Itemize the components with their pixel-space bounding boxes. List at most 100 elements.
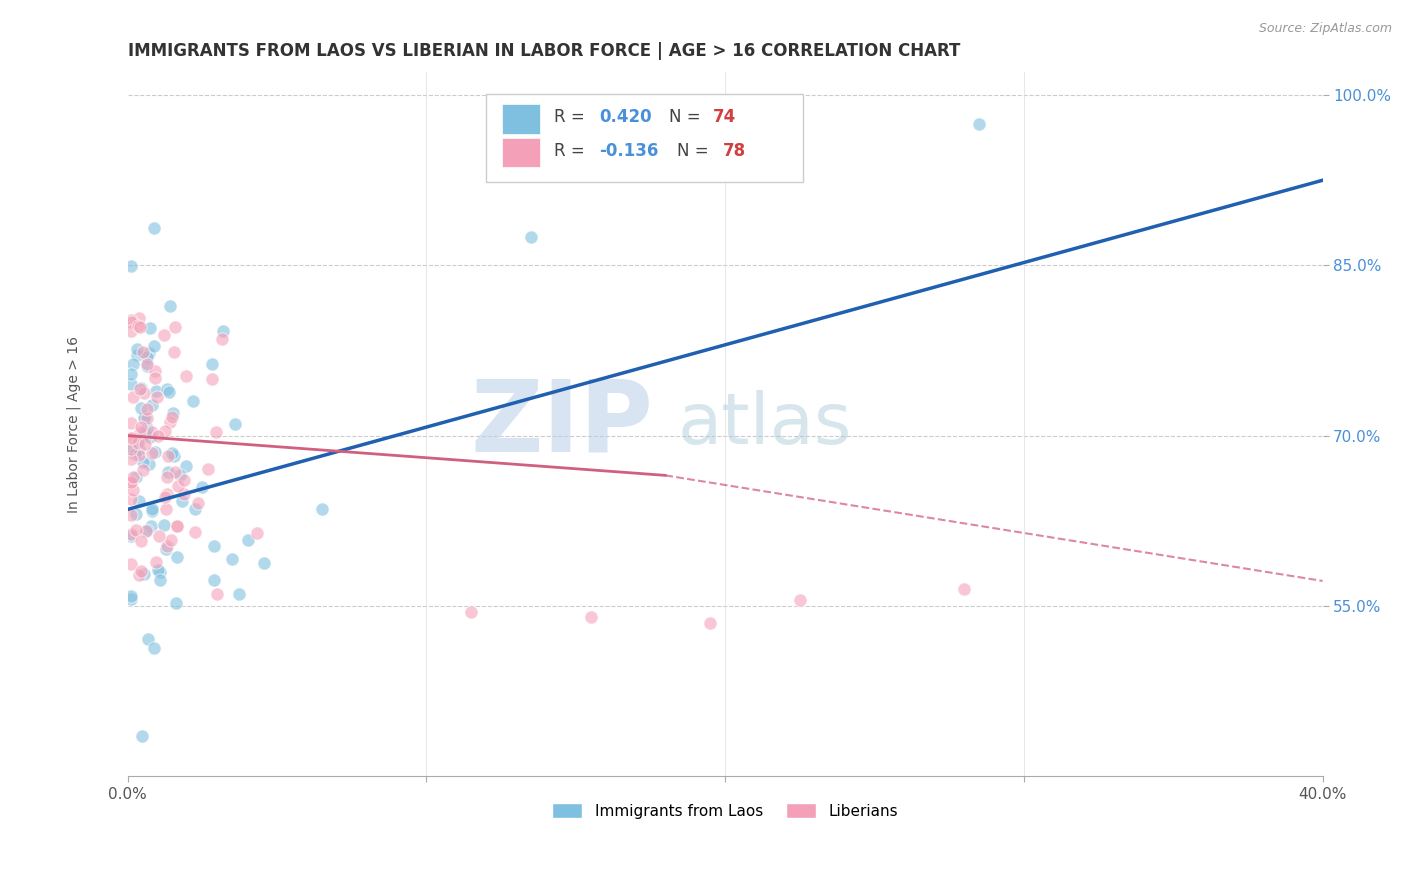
Point [197, 462, 219, 476]
Point [120, 416, 142, 430]
Point [143, 370, 166, 384]
Point [135, 524, 157, 538]
Point [120, 508, 142, 522]
Point [173, 473, 195, 487]
Point [134, 409, 156, 424]
Point [121, 483, 143, 497]
Text: IMMIGRANTS FROM LAOS VS LIBERIAN IN LABOR FORCE | AGE > 16 CORRELATION CHART: IMMIGRANTS FROM LAOS VS LIBERIAN IN LABO… [128, 42, 960, 60]
Point [520, 230, 543, 244]
Point [138, 345, 160, 359]
Point [146, 391, 169, 405]
Point [166, 549, 188, 564]
Point [183, 524, 205, 539]
Point [153, 424, 176, 438]
Point [122, 390, 145, 404]
Point [125, 523, 148, 537]
Point [120, 475, 142, 489]
Point [157, 384, 180, 399]
Point [212, 324, 235, 338]
Point [120, 527, 142, 541]
Point [125, 507, 148, 521]
Point [132, 425, 155, 440]
Point [187, 496, 209, 510]
Point [143, 364, 166, 378]
Point [135, 421, 157, 435]
Point [149, 565, 172, 579]
Point [967, 116, 990, 130]
Text: atlas: atlas [678, 390, 852, 458]
Point [148, 429, 170, 443]
Point [202, 573, 225, 587]
Point [122, 431, 145, 445]
Point [135, 350, 157, 364]
Point [149, 574, 172, 588]
Point [143, 444, 166, 458]
Point [157, 465, 180, 479]
Point [236, 533, 259, 547]
Point [120, 492, 142, 507]
Point [166, 518, 188, 533]
Text: 78: 78 [723, 142, 745, 160]
Point [579, 610, 602, 624]
Point [128, 494, 150, 508]
Text: ZIP: ZIP [471, 376, 654, 473]
Point [159, 299, 181, 313]
Point [205, 425, 228, 439]
Point [191, 480, 214, 494]
Point [120, 442, 142, 456]
Point [136, 359, 159, 373]
Point [156, 382, 179, 396]
Point [131, 730, 153, 744]
Point [155, 490, 177, 504]
Point [128, 311, 150, 326]
Point [141, 425, 163, 440]
Point [163, 466, 186, 480]
FancyBboxPatch shape [502, 104, 540, 134]
FancyBboxPatch shape [502, 138, 540, 168]
Point [143, 220, 166, 235]
Point [120, 260, 142, 274]
Point [145, 555, 167, 569]
Legend: Immigrants from Laos, Liberians: Immigrants from Laos, Liberians [546, 797, 904, 825]
Text: R =: R = [554, 142, 591, 160]
Point [184, 502, 207, 516]
Point [125, 348, 148, 362]
Point [205, 587, 228, 601]
Point [170, 493, 193, 508]
Point [152, 518, 174, 533]
FancyBboxPatch shape [486, 94, 803, 181]
Point [120, 529, 142, 543]
Point [128, 431, 150, 445]
Point [162, 449, 184, 463]
Point [146, 563, 169, 577]
Point [224, 417, 246, 431]
Point [141, 398, 163, 412]
Point [166, 518, 188, 533]
Point [141, 502, 163, 516]
Point [145, 384, 167, 398]
Point [165, 319, 187, 334]
Point [124, 447, 146, 461]
Point [120, 589, 142, 603]
Point [143, 641, 166, 656]
Point [132, 463, 155, 477]
Text: -0.136: -0.136 [599, 142, 659, 160]
Point [134, 566, 156, 581]
Point [156, 539, 179, 553]
Point [953, 582, 976, 596]
Text: R =: R = [554, 108, 591, 126]
Point [129, 382, 152, 396]
Point [173, 487, 195, 501]
Text: 74: 74 [713, 108, 737, 126]
Point [132, 385, 155, 400]
Text: N =: N = [669, 108, 706, 126]
Point [128, 320, 150, 334]
Point [202, 539, 225, 553]
Point [699, 615, 721, 630]
Point [122, 469, 145, 483]
Point [174, 459, 197, 474]
Point [201, 372, 224, 386]
Point [141, 446, 163, 460]
Point [159, 533, 181, 547]
Point [120, 442, 142, 456]
